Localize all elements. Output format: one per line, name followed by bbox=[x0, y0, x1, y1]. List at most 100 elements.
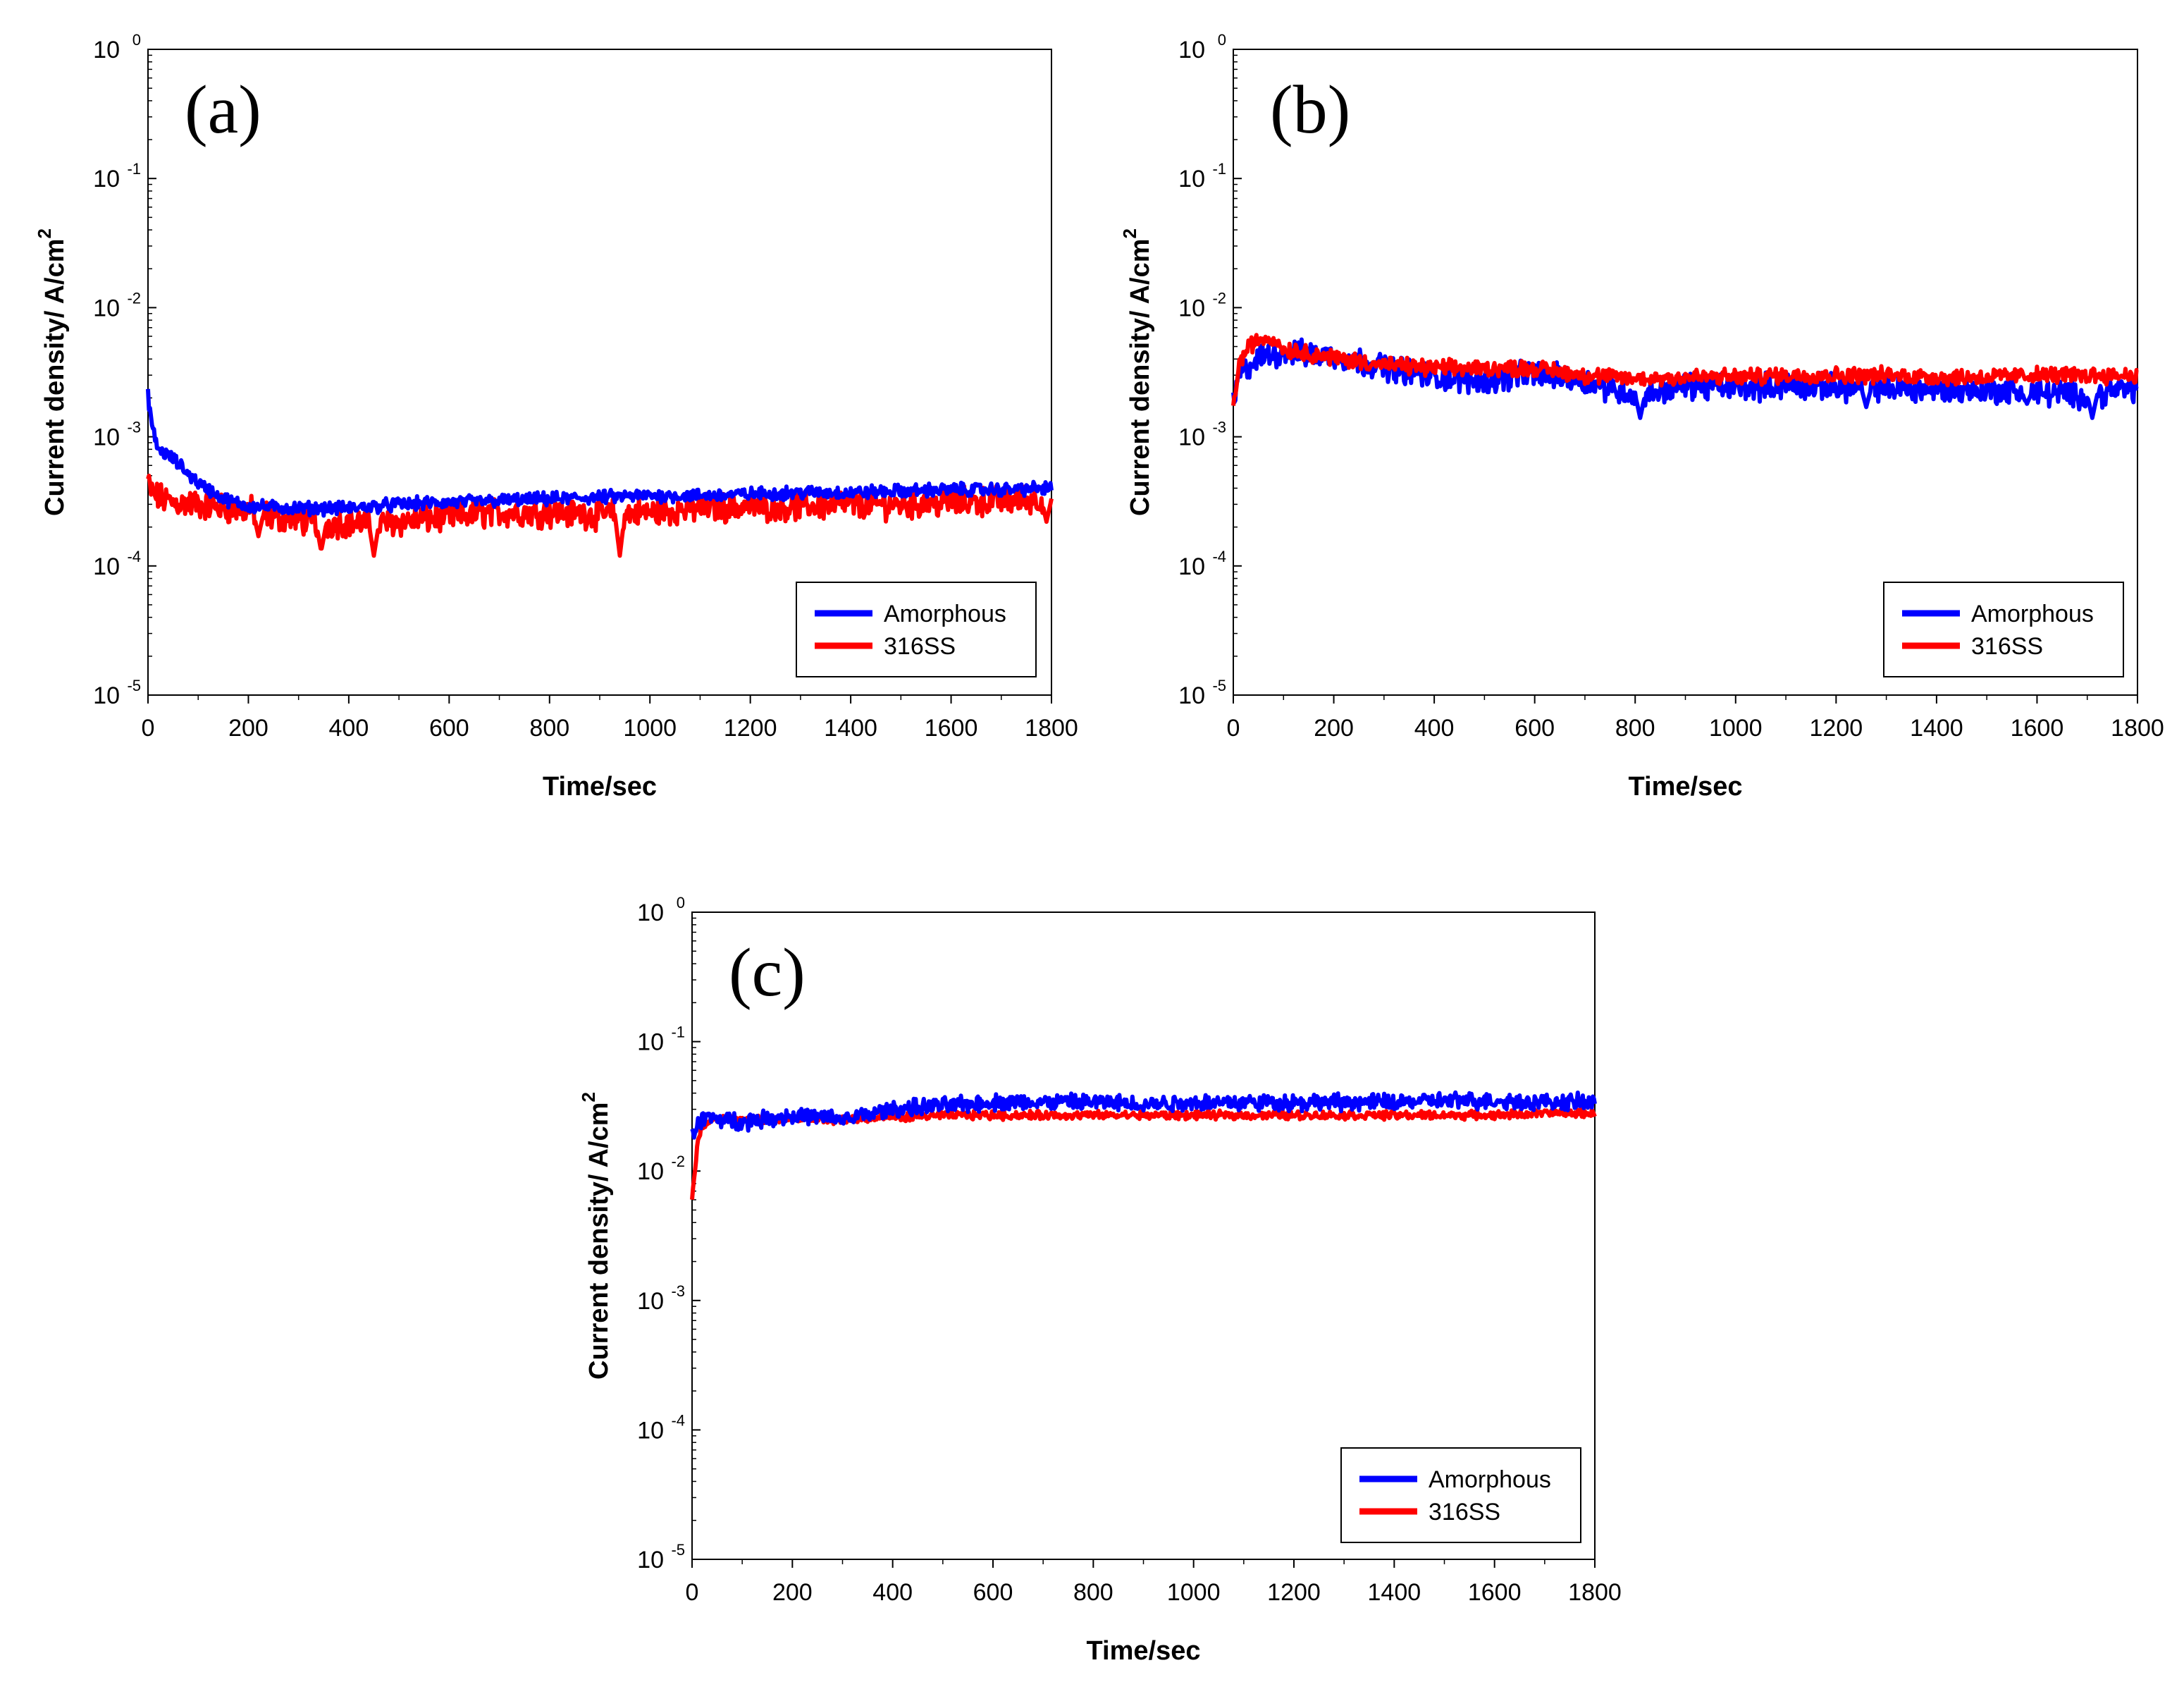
y-tick-label: 10 bbox=[93, 295, 120, 321]
y-tick-base: 10 bbox=[637, 1029, 664, 1056]
x-tick-label: 200 bbox=[772, 1579, 813, 1606]
x-tick-label: 1600 bbox=[1468, 1579, 1522, 1606]
y-axis-label: Current density/ A/cm2 bbox=[578, 1092, 614, 1380]
y-tick-base: 10 bbox=[637, 1547, 664, 1573]
y-tick-exponent: 0 bbox=[132, 31, 141, 49]
y-tick-exponent: -3 bbox=[671, 1282, 685, 1300]
y-tick-exponent: -2 bbox=[671, 1153, 685, 1170]
y-tick-base: 10 bbox=[93, 682, 120, 709]
y-tick-exponent: -2 bbox=[127, 289, 141, 307]
legend: Amorphous 316SS bbox=[1883, 582, 2124, 677]
x-tick-label: 600 bbox=[429, 715, 469, 742]
x-tick-label: 1000 bbox=[623, 715, 677, 742]
legend: Amorphous 316SS bbox=[1340, 1447, 1581, 1543]
x-tick-label: 800 bbox=[529, 715, 569, 742]
y-tick-exponent: -1 bbox=[127, 160, 141, 178]
x-tick-label: 1000 bbox=[1709, 715, 1763, 742]
legend-box bbox=[1340, 1447, 1581, 1543]
y-tick-base: 10 bbox=[1178, 37, 1205, 63]
x-tick-label: 200 bbox=[228, 715, 269, 742]
x-tick-label: 1800 bbox=[2111, 715, 2164, 742]
y-tick-exponent: -1 bbox=[671, 1024, 685, 1041]
y-tick-exponent: -5 bbox=[671, 1541, 685, 1559]
x-tick-label: 1200 bbox=[1267, 1579, 1321, 1606]
y-tick-exponent: -1 bbox=[1212, 160, 1226, 178]
x-tick-label: 1200 bbox=[724, 715, 777, 742]
y-tick-label: 10 bbox=[1178, 553, 1205, 580]
x-tick-label: 1400 bbox=[824, 715, 877, 742]
y-tick-base: 10 bbox=[637, 1417, 664, 1444]
y-tick-base: 10 bbox=[1178, 553, 1205, 580]
y-tick-label: 10 bbox=[93, 166, 120, 192]
chart-panel-1: 10 0 10 -1 10 -2 10 -3 10 -4 10 -5 0 200 400 600 800 1000… bbox=[34, 31, 1078, 802]
legend-label-316ss: 316SS bbox=[1429, 1499, 1500, 1526]
y-tick-base: 10 bbox=[93, 295, 120, 321]
x-tick-label: 0 bbox=[686, 1579, 699, 1606]
x-axis-label: Time/sec bbox=[1629, 772, 1743, 802]
x-tick-label: 1200 bbox=[1810, 715, 1863, 742]
x-tick-label: 400 bbox=[329, 715, 369, 742]
y-tick-exponent: -5 bbox=[1212, 677, 1226, 694]
x-tick-label: 400 bbox=[1414, 715, 1455, 742]
y-tick-base: 10 bbox=[1178, 682, 1205, 709]
y-axis-label-superscript: 2 bbox=[578, 1092, 599, 1102]
series-line-amorphous bbox=[146, 388, 1054, 518]
y-tick-exponent: -2 bbox=[1212, 289, 1226, 307]
y-axis-label-superscript: 2 bbox=[1119, 228, 1140, 238]
y-axis-label-superscript: 2 bbox=[34, 228, 55, 238]
x-tick-label: 1600 bbox=[925, 715, 978, 742]
y-tick-base: 10 bbox=[637, 1158, 664, 1185]
y-tick-label: 10 bbox=[1178, 424, 1205, 451]
x-tick-label: 1600 bbox=[2011, 715, 2064, 742]
x-tick-label: 0 bbox=[1227, 715, 1240, 742]
y-axis-label-text: Current density/ A/cm bbox=[1125, 239, 1155, 516]
y-tick-label: 10 bbox=[637, 1029, 664, 1056]
y-tick-label: 10 bbox=[637, 900, 664, 926]
x-tick-label: 0 bbox=[142, 715, 155, 742]
y-tick-base: 10 bbox=[93, 424, 120, 451]
y-tick-label: 10 bbox=[1178, 166, 1205, 192]
legend-label-amorphous: Amorphous bbox=[1971, 601, 2094, 627]
panel-label: (c) bbox=[729, 935, 806, 1011]
legend-box bbox=[1883, 582, 2124, 677]
y-tick-label: 10 bbox=[1178, 37, 1205, 63]
y-tick-base: 10 bbox=[1178, 295, 1205, 321]
y-tick-base: 10 bbox=[93, 553, 120, 580]
y-tick-exponent: -4 bbox=[127, 548, 141, 565]
series-line-amorphous bbox=[690, 1090, 1597, 1140]
x-tick-label: 600 bbox=[973, 1579, 1013, 1606]
x-tick-label: 200 bbox=[1314, 715, 1354, 742]
legend: Amorphous 316SS bbox=[796, 582, 1037, 677]
x-tick-label: 1800 bbox=[1025, 715, 1078, 742]
y-tick-label: 10 bbox=[1178, 295, 1205, 321]
y-tick-base: 10 bbox=[637, 1288, 664, 1315]
y-tick-label: 10 bbox=[637, 1288, 664, 1315]
panel-label: (a) bbox=[185, 72, 261, 148]
y-tick-base: 10 bbox=[1178, 166, 1205, 192]
chart-panel-3: 10 0 10 -1 10 -2 10 -3 10 -4 10 -5 0 200 400 600 800 1000… bbox=[578, 894, 1622, 1666]
y-tick-base: 10 bbox=[93, 37, 120, 63]
y-tick-label: 10 bbox=[637, 1158, 664, 1185]
y-tick-exponent: -4 bbox=[1212, 548, 1226, 565]
x-tick-label: 1400 bbox=[1368, 1579, 1421, 1606]
y-tick-exponent: -5 bbox=[127, 677, 141, 694]
chart-panel-2: 10 0 10 -1 10 -2 10 -3 10 -4 10 -5 0 200 400 600 800 1000… bbox=[1119, 31, 2164, 802]
y-tick-label: 10 bbox=[93, 553, 120, 580]
legend-label-316ss: 316SS bbox=[884, 633, 956, 660]
x-axis-label: Time/sec bbox=[1087, 1636, 1201, 1666]
y-axis-label-text: Current density/ A/cm bbox=[40, 239, 70, 516]
y-tick-exponent: -3 bbox=[1212, 419, 1226, 436]
legend-label-316ss: 316SS bbox=[1971, 633, 2043, 660]
y-tick-label: 10 bbox=[93, 37, 120, 63]
y-axis-label: Current density/ A/cm2 bbox=[1119, 228, 1155, 516]
y-tick-base: 10 bbox=[1178, 424, 1205, 451]
x-tick-label: 600 bbox=[1514, 715, 1555, 742]
y-tick-base: 10 bbox=[637, 900, 664, 926]
y-tick-base: 10 bbox=[93, 166, 120, 192]
x-tick-label: 400 bbox=[872, 1579, 913, 1606]
x-tick-label: 1000 bbox=[1167, 1579, 1221, 1606]
series-line-316ss bbox=[1231, 333, 2139, 406]
y-tick-exponent: -4 bbox=[671, 1411, 685, 1429]
y-tick-exponent: 0 bbox=[677, 894, 685, 911]
